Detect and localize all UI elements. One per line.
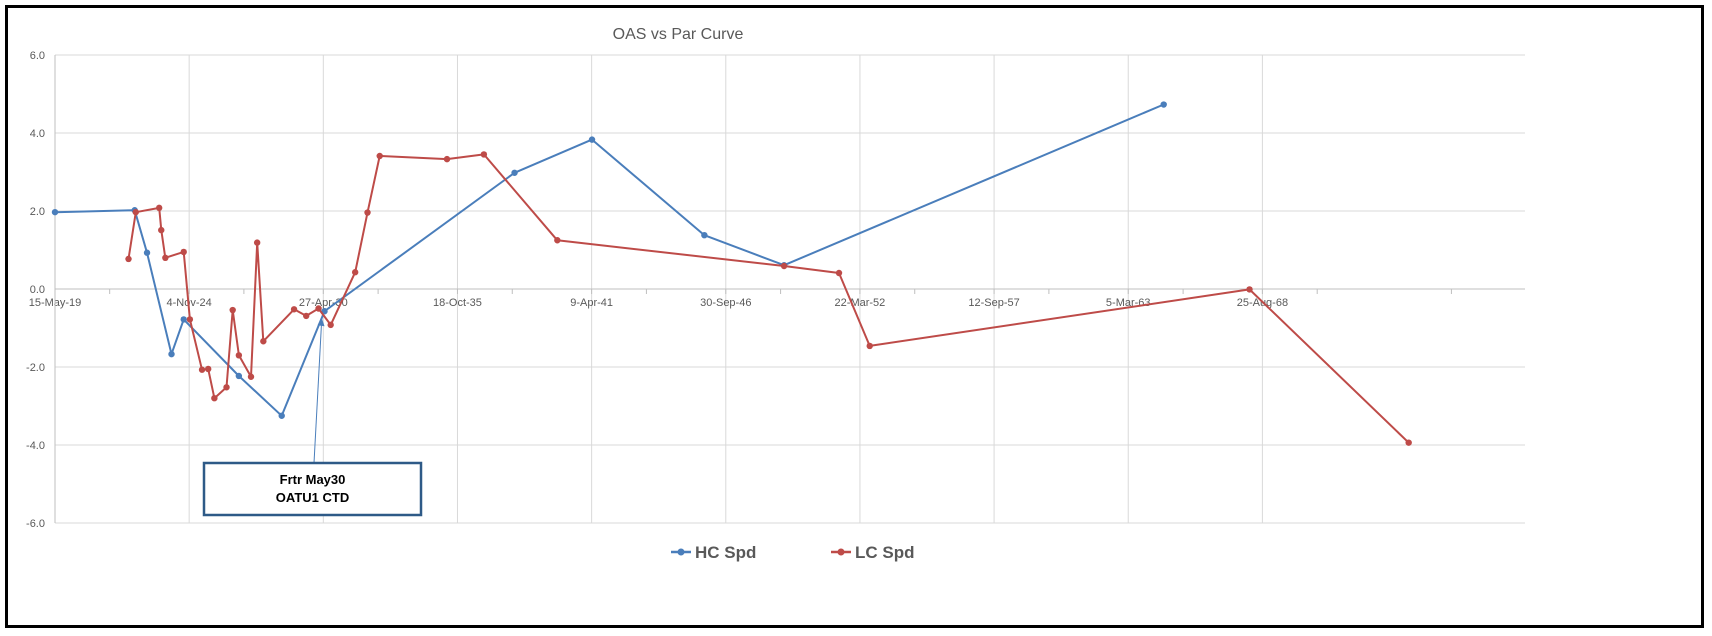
data-point-hc-spd[interactable] bbox=[235, 372, 243, 380]
data-point-lc-spd[interactable] bbox=[260, 338, 267, 345]
data-point-hc-spd[interactable] bbox=[701, 231, 708, 239]
data-point-lc-spd[interactable] bbox=[480, 151, 488, 158]
x-tick-label: 30-Sep-46 bbox=[700, 297, 751, 309]
data-point-lc-spd[interactable] bbox=[290, 306, 298, 313]
data-point-hc-spd[interactable] bbox=[588, 136, 596, 143]
x-tick-label: 9-Apr-41 bbox=[570, 297, 613, 309]
data-point-lc-spd[interactable] bbox=[155, 204, 163, 212]
y-tick-label: 6.0 bbox=[30, 50, 45, 62]
legend-item-lc-spd[interactable]: LC Spd bbox=[831, 543, 915, 562]
callout-arrowhead bbox=[317, 317, 325, 327]
axes: 6.04.02.00.0-2.0-4.0-6.015-May-19 4-Nov-2… bbox=[26, 50, 1525, 530]
callout-text-line: OATU1 CTD bbox=[276, 490, 349, 505]
data-point-lc-spd[interactable] bbox=[780, 262, 788, 270]
y-tick-label: 0.0 bbox=[30, 284, 45, 296]
data-point-lc-spd[interactable] bbox=[351, 269, 359, 276]
data-point-hc-spd[interactable] bbox=[1160, 101, 1167, 108]
y-tick-label: 2.0 bbox=[30, 206, 45, 218]
data-point-lc-spd[interactable] bbox=[180, 248, 187, 256]
data-point-lc-spd[interactable] bbox=[223, 384, 230, 391]
legend[interactable]: HC Spd LC Spd bbox=[671, 543, 915, 562]
x-tick-label: 27-Apr-30 bbox=[299, 297, 348, 309]
legend-label: HC Spd bbox=[695, 543, 756, 562]
series-line-hc-spd bbox=[54, 103, 1165, 417]
data-point-lc-spd[interactable] bbox=[253, 239, 261, 246]
series-hc-spd bbox=[51, 101, 1167, 419]
chart-frame: 6.0 4.0 2.0 0.0 -2.0 -4.0 -6.0 15-May-19 4-Nov-2… bbox=[5, 5, 1704, 628]
data-point-lc-spd[interactable] bbox=[315, 305, 322, 312]
series-layer bbox=[51, 101, 1412, 446]
data-point-lc-spd[interactable] bbox=[132, 208, 139, 216]
legend-label: LC Spd bbox=[855, 543, 915, 562]
data-point-hc-spd[interactable] bbox=[180, 316, 187, 323]
data-point-lc-spd[interactable] bbox=[376, 152, 383, 160]
data-point-lc-spd[interactable] bbox=[162, 254, 169, 261]
data-point-lc-spd[interactable] bbox=[364, 209, 371, 216]
annotation-layer: Frtr May30 OATU1 CTD bbox=[202, 317, 423, 517]
y-tick-label: -2.0 bbox=[26, 362, 45, 374]
data-point-lc-spd[interactable] bbox=[554, 237, 561, 244]
data-point-lc-spd[interactable] bbox=[1405, 439, 1412, 446]
data-point-lc-spd[interactable] bbox=[247, 373, 255, 380]
data-point-lc-spd[interactable] bbox=[866, 342, 873, 350]
series-lc-spd bbox=[125, 151, 1412, 446]
data-point-lc-spd[interactable] bbox=[235, 352, 243, 359]
data-point-lc-spd[interactable] bbox=[198, 366, 206, 373]
legend-swatch-marker bbox=[677, 548, 685, 556]
data-point-hc-spd[interactable] bbox=[143, 249, 151, 256]
x-tick-label: 22-Mar-52 bbox=[835, 297, 886, 309]
chart-svg: 6.04.02.00.0-2.0-4.0-6.015-May-19 4-Nov-2… bbox=[26, 26, 1525, 562]
callout-box bbox=[202, 461, 423, 517]
legend-item-hc-spd[interactable]: HC Spd bbox=[671, 543, 756, 562]
callout-text-line: Frtr May30 bbox=[280, 472, 346, 487]
data-point-lc-spd[interactable] bbox=[835, 269, 843, 277]
data-point-lc-spd[interactable] bbox=[211, 395, 218, 402]
data-point-lc-spd[interactable] bbox=[443, 155, 451, 163]
y-tick-label: -6.0 bbox=[26, 518, 45, 530]
data-point-lc-spd[interactable] bbox=[125, 255, 132, 263]
data-point-hc-spd[interactable] bbox=[51, 208, 59, 216]
data-point-lc-spd[interactable] bbox=[1246, 286, 1253, 293]
data-point-hc-spd[interactable] bbox=[278, 412, 285, 419]
legend-swatch-marker bbox=[837, 548, 845, 556]
y-tick-label: -4.0 bbox=[26, 440, 45, 452]
callout-leader-line bbox=[313, 323, 323, 464]
data-point-hc-spd[interactable] bbox=[168, 350, 175, 358]
data-point-lc-spd[interactable] bbox=[303, 312, 310, 320]
data-point-lc-spd[interactable] bbox=[327, 321, 334, 329]
data-point-lc-spd[interactable] bbox=[229, 306, 236, 314]
data-point-hc-spd[interactable] bbox=[511, 169, 518, 176]
x-tick-label: 12-Sep-57 bbox=[968, 297, 1019, 309]
data-point-lc-spd[interactable] bbox=[158, 226, 165, 234]
data-point-lc-spd[interactable] bbox=[186, 316, 194, 323]
x-tick-label: 18-Oct-35 bbox=[433, 297, 482, 309]
data-point-lc-spd[interactable] bbox=[205, 365, 212, 373]
y-tick-label: 4.0 bbox=[30, 128, 45, 140]
chart-title: OAS vs Par Curve bbox=[613, 26, 744, 43]
